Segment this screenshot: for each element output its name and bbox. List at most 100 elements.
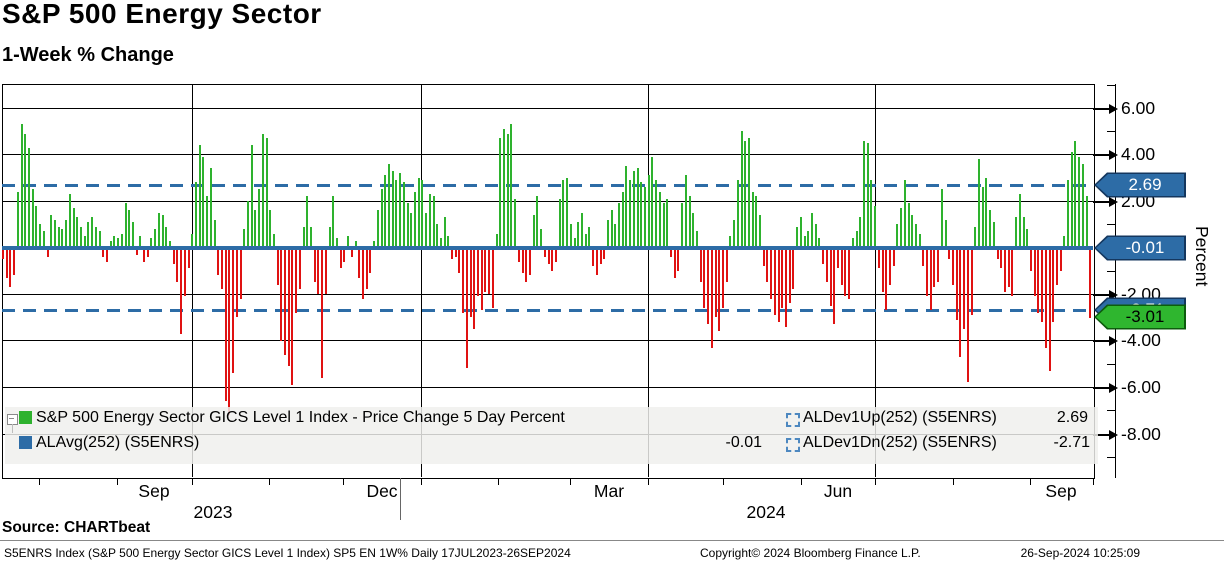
- bar: [298, 247, 301, 290]
- bar: [885, 247, 888, 311]
- bar: [918, 233, 921, 248]
- axis-badge-value: -0.01: [1096, 237, 1184, 259]
- bar: [239, 247, 242, 299]
- bar: [1041, 247, 1043, 322]
- bar: [547, 247, 550, 264]
- bar: [209, 168, 212, 248]
- bar: [224, 247, 227, 401]
- bar: [439, 238, 442, 248]
- year-separator: [400, 478, 401, 520]
- bar: [573, 238, 576, 248]
- bar: [302, 226, 305, 248]
- bar: [1067, 180, 1069, 248]
- y-axis-spine: [1115, 84, 1116, 478]
- axis-badge-value: 2.69: [1096, 174, 1184, 196]
- bar: [952, 247, 954, 285]
- bar: [974, 226, 977, 248]
- bar: [933, 247, 936, 287]
- bar: [1037, 247, 1040, 313]
- bar: [265, 138, 268, 248]
- bar: [517, 247, 520, 262]
- bar: [321, 247, 324, 378]
- bar: [477, 247, 479, 297]
- bar: [68, 194, 71, 248]
- bar: [1048, 247, 1051, 371]
- bar: [551, 247, 554, 271]
- bar: [454, 247, 457, 257]
- bar: [981, 187, 984, 248]
- bar: [83, 235, 86, 248]
- gridline-h: [2, 294, 1093, 295]
- bar: [232, 247, 235, 374]
- bar: [588, 226, 591, 248]
- page-subtitle: 1-Week % Change: [2, 44, 174, 66]
- bar: [354, 240, 357, 248]
- dashed-swatch-aldev1up[interactable]: [786, 413, 800, 427]
- bar: [840, 247, 843, 285]
- legend-item-alavg[interactable]: ALAvg(252) (S5ENRS): [36, 434, 200, 451]
- bar: [814, 224, 817, 248]
- bar: [751, 191, 754, 248]
- bar: [510, 124, 513, 248]
- bar: [684, 175, 687, 248]
- x-tick: [1093, 478, 1094, 485]
- y-major-tick: [1093, 336, 1118, 346]
- x-tick: [723, 478, 724, 485]
- bar: [79, 226, 82, 248]
- bar: [413, 191, 416, 248]
- y-major-tick: [1093, 104, 1118, 114]
- x-tick: [343, 478, 344, 485]
- bar: [714, 247, 717, 318]
- bar: [195, 182, 197, 248]
- bar: [822, 247, 825, 264]
- series-swatch-energy[interactable]: [19, 411, 32, 424]
- series-swatch-alavg[interactable]: [19, 436, 32, 449]
- bar: [250, 145, 253, 248]
- bar: [1081, 163, 1084, 248]
- bar: [844, 247, 847, 297]
- bar: [562, 180, 565, 248]
- bar: [558, 198, 561, 248]
- bar: [499, 138, 502, 248]
- bar: [907, 203, 910, 248]
- bar: [313, 247, 316, 283]
- bar: [347, 235, 350, 248]
- bar: [76, 217, 79, 248]
- legend-collapse-icon[interactable]: [7, 414, 18, 433]
- bar: [488, 247, 491, 294]
- bar: [421, 180, 424, 248]
- bar: [903, 180, 906, 248]
- bar: [306, 196, 309, 248]
- x-month-label: Jun: [823, 481, 853, 501]
- bar: [362, 247, 364, 299]
- bar: [328, 226, 331, 248]
- bar: [139, 235, 142, 248]
- bar: [57, 226, 60, 248]
- bar: [577, 221, 580, 248]
- bar: [621, 191, 624, 248]
- bar: [666, 198, 669, 248]
- bar: [91, 217, 94, 248]
- bar: [554, 247, 557, 262]
- bar: [978, 159, 980, 248]
- bar: [447, 235, 450, 248]
- bar: [540, 228, 543, 248]
- dashed-swatch-aldev1dn[interactable]: [786, 438, 800, 452]
- bar: [432, 196, 435, 248]
- legend-item-aldev1dn[interactable]: ALDev1Dn(252) (S5ENRS): [803, 434, 997, 451]
- legend-item-energy-index[interactable]: S&P 500 Energy Sector GICS Level 1 Index…: [36, 409, 565, 426]
- x-month-label: Sep: [1045, 481, 1077, 501]
- legend-item-aldev1up[interactable]: ALDev1Up(252) (S5ENRS): [803, 409, 997, 426]
- y-major-tick: [1093, 150, 1118, 160]
- bar: [1044, 247, 1047, 348]
- bar: [788, 247, 791, 304]
- bar: [380, 189, 383, 248]
- bar: [859, 217, 862, 248]
- deviation-band-line: [2, 184, 1093, 187]
- bar: [528, 247, 531, 276]
- bar: [996, 247, 999, 260]
- bar: [770, 247, 773, 299]
- bar: [744, 140, 747, 248]
- bar: [1078, 156, 1081, 248]
